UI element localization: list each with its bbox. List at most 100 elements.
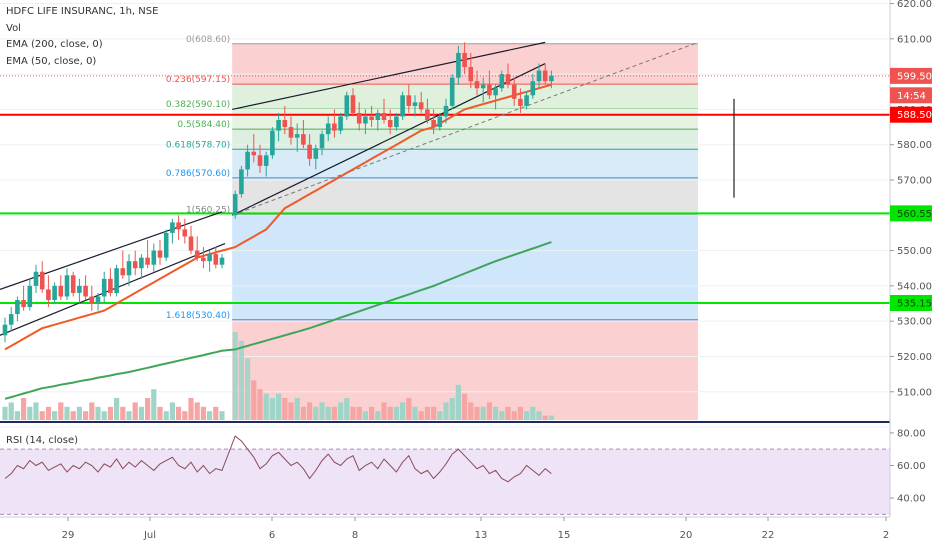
volume-bar	[443, 402, 449, 420]
candles	[2, 42, 554, 343]
candle-body	[456, 52, 461, 78]
volume-bar	[480, 406, 486, 420]
volume-bar	[163, 411, 169, 420]
candle	[325, 116, 331, 142]
rsi-tick-label: 40.00	[897, 494, 926, 505]
channel-line	[232, 41, 546, 110]
candle	[263, 151, 269, 177]
volume-bar	[14, 411, 20, 420]
price-tick-label: 540.00	[897, 281, 932, 292]
candle-body	[276, 120, 281, 131]
candle	[511, 77, 517, 106]
legend-ema50[interactable]: EMA (50, close, 0)	[6, 55, 97, 67]
candle	[493, 84, 498, 110]
volume-bar	[493, 406, 499, 420]
volume-bar	[362, 411, 368, 420]
volume-bar	[213, 406, 219, 420]
price-label-text: 560.55	[897, 209, 932, 220]
volume-bar	[33, 402, 39, 420]
candle-body	[157, 250, 163, 258]
candle	[387, 109, 393, 135]
fib-bands	[232, 43, 698, 420]
candle	[524, 91, 529, 110]
volume-bar	[338, 402, 344, 420]
candle	[58, 275, 64, 300]
candle	[132, 250, 138, 276]
volume-bar	[344, 398, 350, 420]
candle	[33, 264, 39, 293]
fib-band	[232, 177, 698, 215]
candle	[400, 91, 405, 120]
volume-bar	[2, 406, 8, 420]
candle	[8, 307, 14, 332]
candle	[536, 63, 542, 89]
volume-bar	[300, 406, 306, 420]
candle	[474, 70, 480, 96]
candle-body	[64, 275, 70, 297]
candle-body	[356, 112, 362, 124]
candle	[89, 285, 95, 311]
volume-bar	[251, 380, 257, 420]
volume-bar	[282, 398, 288, 420]
fib-level-label: 0.5(584.40)	[177, 120, 230, 130]
candle-body	[46, 289, 51, 300]
candle	[170, 218, 175, 244]
volume-bar	[95, 406, 101, 420]
volume-bar	[169, 402, 175, 420]
volume-bar	[387, 406, 393, 420]
fib-level-label: 0.382(590.10)	[166, 100, 230, 110]
volume-bar	[400, 402, 406, 420]
volume-bars	[2, 332, 554, 420]
candle-body	[301, 134, 306, 145]
volume-bar	[288, 402, 294, 420]
volume-bar	[474, 406, 480, 420]
legend-symbol[interactable]: HDFC LIFE INSURANC, 1h, NSE	[6, 6, 159, 17]
candle	[114, 264, 119, 297]
candle	[394, 112, 399, 131]
rsi-pane	[0, 421, 932, 518]
candle	[126, 254, 132, 286]
candle	[418, 91, 424, 113]
candle-body	[369, 116, 374, 120]
candle-body	[114, 268, 119, 293]
volume-bar	[294, 398, 300, 420]
candle	[101, 271, 107, 304]
candle	[412, 95, 418, 117]
price-tick-label: 510.00	[897, 387, 932, 398]
candle-body	[474, 81, 480, 89]
candle	[201, 247, 206, 269]
candle	[356, 102, 362, 131]
volume-bar	[101, 411, 107, 420]
candle-body	[480, 84, 486, 89]
price-label: 560.55	[890, 205, 932, 222]
volume-bar	[375, 411, 381, 420]
candle	[449, 74, 455, 110]
volume-bar	[89, 402, 95, 420]
rsi-tick-label: 60.00	[897, 461, 926, 472]
candle-body	[511, 84, 517, 99]
candle-body	[518, 98, 523, 106]
legend-ema200[interactable]: EMA (200, close, 0)	[6, 39, 103, 50]
candle	[549, 70, 554, 89]
channel-line	[231, 62, 546, 216]
fib-band	[232, 109, 698, 130]
volume-bar	[269, 398, 275, 420]
volume-bar	[431, 406, 437, 420]
volume-bar	[424, 406, 430, 420]
candle-body	[15, 300, 20, 315]
volume-bar	[325, 406, 331, 420]
rsi-title[interactable]: RSI (14, close)	[6, 435, 79, 446]
volume-bar	[176, 406, 182, 420]
volume-bar	[307, 402, 313, 420]
fib-level-label: 0.236(597.15)	[166, 75, 230, 85]
price-axis[interactable]: 510.00520.00530.00540.00550.00560.00570.…	[889, 0, 932, 550]
candle-body	[542, 70, 548, 82]
candle	[276, 112, 281, 142]
volume-bar	[517, 406, 523, 420]
price-label: 535.15	[890, 295, 932, 311]
legend: HDFC LIFE INSURANC, 1h, NSE Vol EMA (200…	[6, 4, 158, 70]
time-axis[interactable]: 29 Jul 6 8 13 15 20 22 2	[62, 517, 890, 541]
legend-vol[interactable]: Vol	[6, 22, 21, 34]
volume-bar	[107, 406, 113, 420]
